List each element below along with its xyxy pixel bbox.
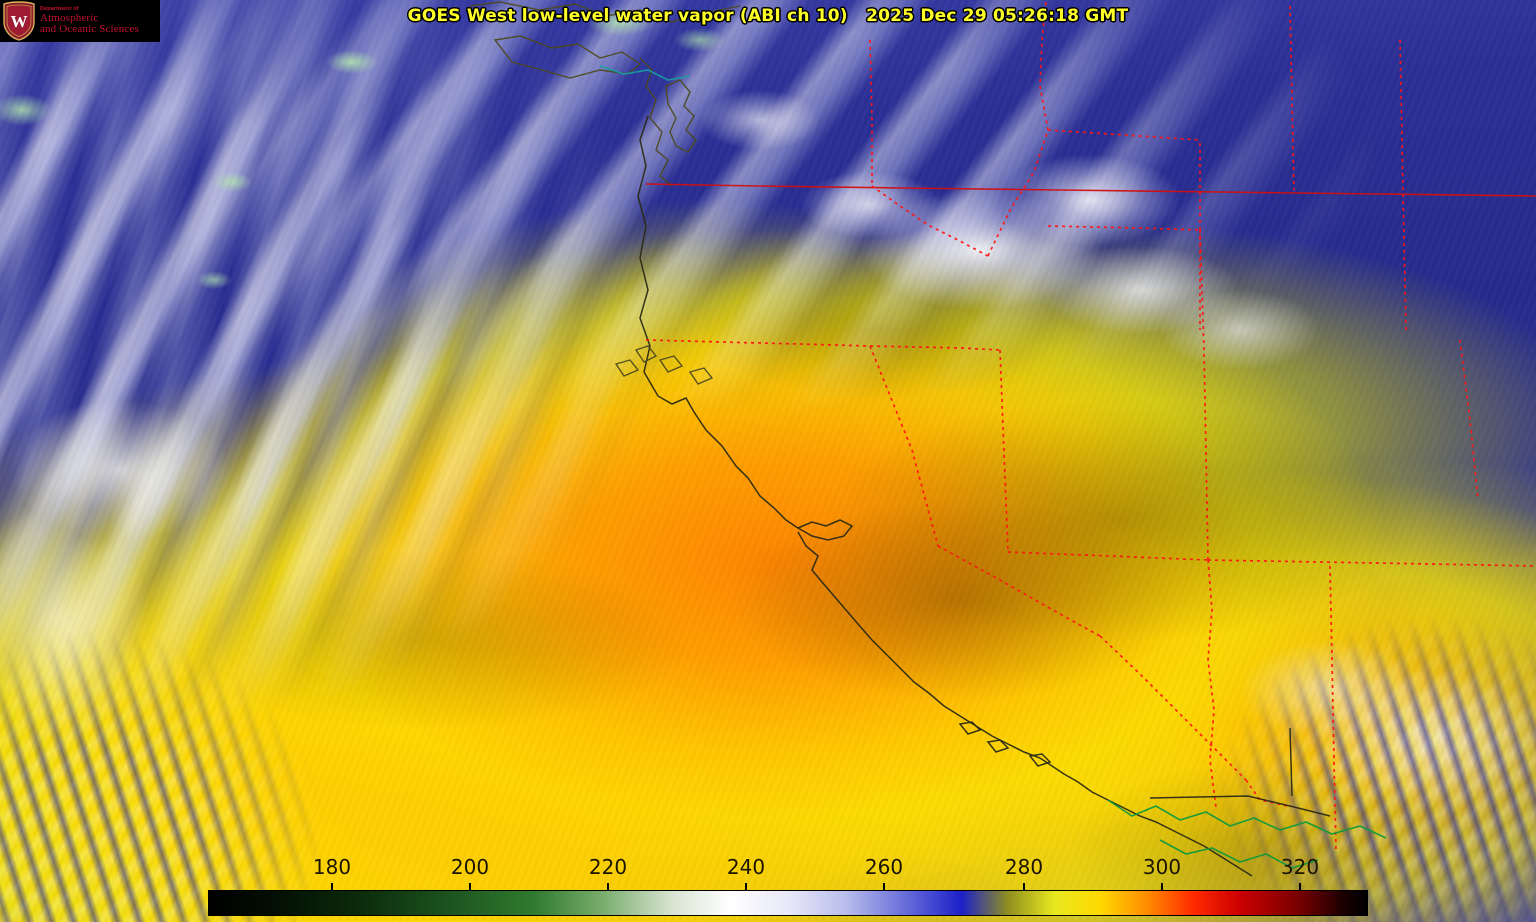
border-co-ks [1459, 339, 1479, 501]
border-ca-az [1099, 635, 1247, 781]
border-canada-coastal [599, 65, 691, 81]
border-id-wy [1047, 225, 1201, 231]
coastline-washington-oregon [637, 115, 651, 373]
lakes-inland-bc [614, 345, 714, 385]
border-az-solid [1149, 795, 1331, 817]
border-ut-az [1007, 551, 1209, 561]
svg-text:W: W [11, 12, 28, 31]
border-ut-co [1199, 229, 1209, 561]
logo-dept-prefix: Department of [40, 5, 79, 12]
border-mexico-coast [1159, 839, 1319, 869]
border-az-mex [1245, 779, 1289, 807]
coastline-san-juan-islands [665, 79, 697, 153]
border-mt-wy-north [1047, 129, 1201, 141]
coastline-southern-california [943, 705, 1125, 809]
coastline-puget-sound [639, 57, 673, 187]
coastline-sf-bay [796, 519, 854, 541]
border-us-canada-west [645, 183, 1536, 197]
logo-line-1: Atmospheric [40, 11, 99, 24]
border-mt-nd [1289, 5, 1295, 191]
border-az-nm [1207, 559, 1217, 809]
border-nv-az [937, 545, 1101, 637]
colorbar-tick-mark [469, 883, 471, 892]
uw-madison-crest-icon: W [2, 1, 36, 41]
border-us-mexico [1107, 799, 1387, 839]
border-wy-sd-ne [1399, 39, 1407, 331]
border-wa-id [869, 39, 873, 186]
colorbar-tick-mark [1161, 883, 1163, 892]
border-or-id [871, 185, 989, 257]
colorbar-tick-mark [1299, 883, 1301, 892]
colorbar-tick-mark [607, 883, 609, 892]
logo-line-2: and Oceanic Sciences [40, 22, 139, 35]
border-nv-ut [999, 349, 1009, 553]
colorbar-tick-mark [1023, 883, 1025, 892]
border-nv-or-id [869, 345, 1001, 351]
coastline-british-columbia [469, 1, 741, 23]
border-co-nm [1207, 559, 1536, 567]
border-mt-id [987, 1, 1049, 257]
border-ca-nv [869, 345, 939, 547]
logo-text-block: Department of Atmospheric and Oceanic Sc… [40, 5, 139, 35]
colorbar-tick-mark [331, 883, 333, 892]
uw-aos-logo: W Department of Atmospheric and Oceanic … [0, 0, 160, 42]
border-az-nm-solid [1289, 727, 1293, 797]
colorbar-tick-mark [883, 883, 885, 892]
coastline-vancouver-island [493, 35, 642, 79]
coastline-northern-california [643, 371, 799, 529]
channel-islands [958, 721, 1052, 767]
coastline-baja-california [1123, 807, 1253, 877]
coastline-central-california [797, 531, 945, 707]
border-nm-tx [1329, 565, 1337, 851]
colorbar-tick-mark [745, 883, 747, 892]
border-or-ca [645, 339, 871, 347]
